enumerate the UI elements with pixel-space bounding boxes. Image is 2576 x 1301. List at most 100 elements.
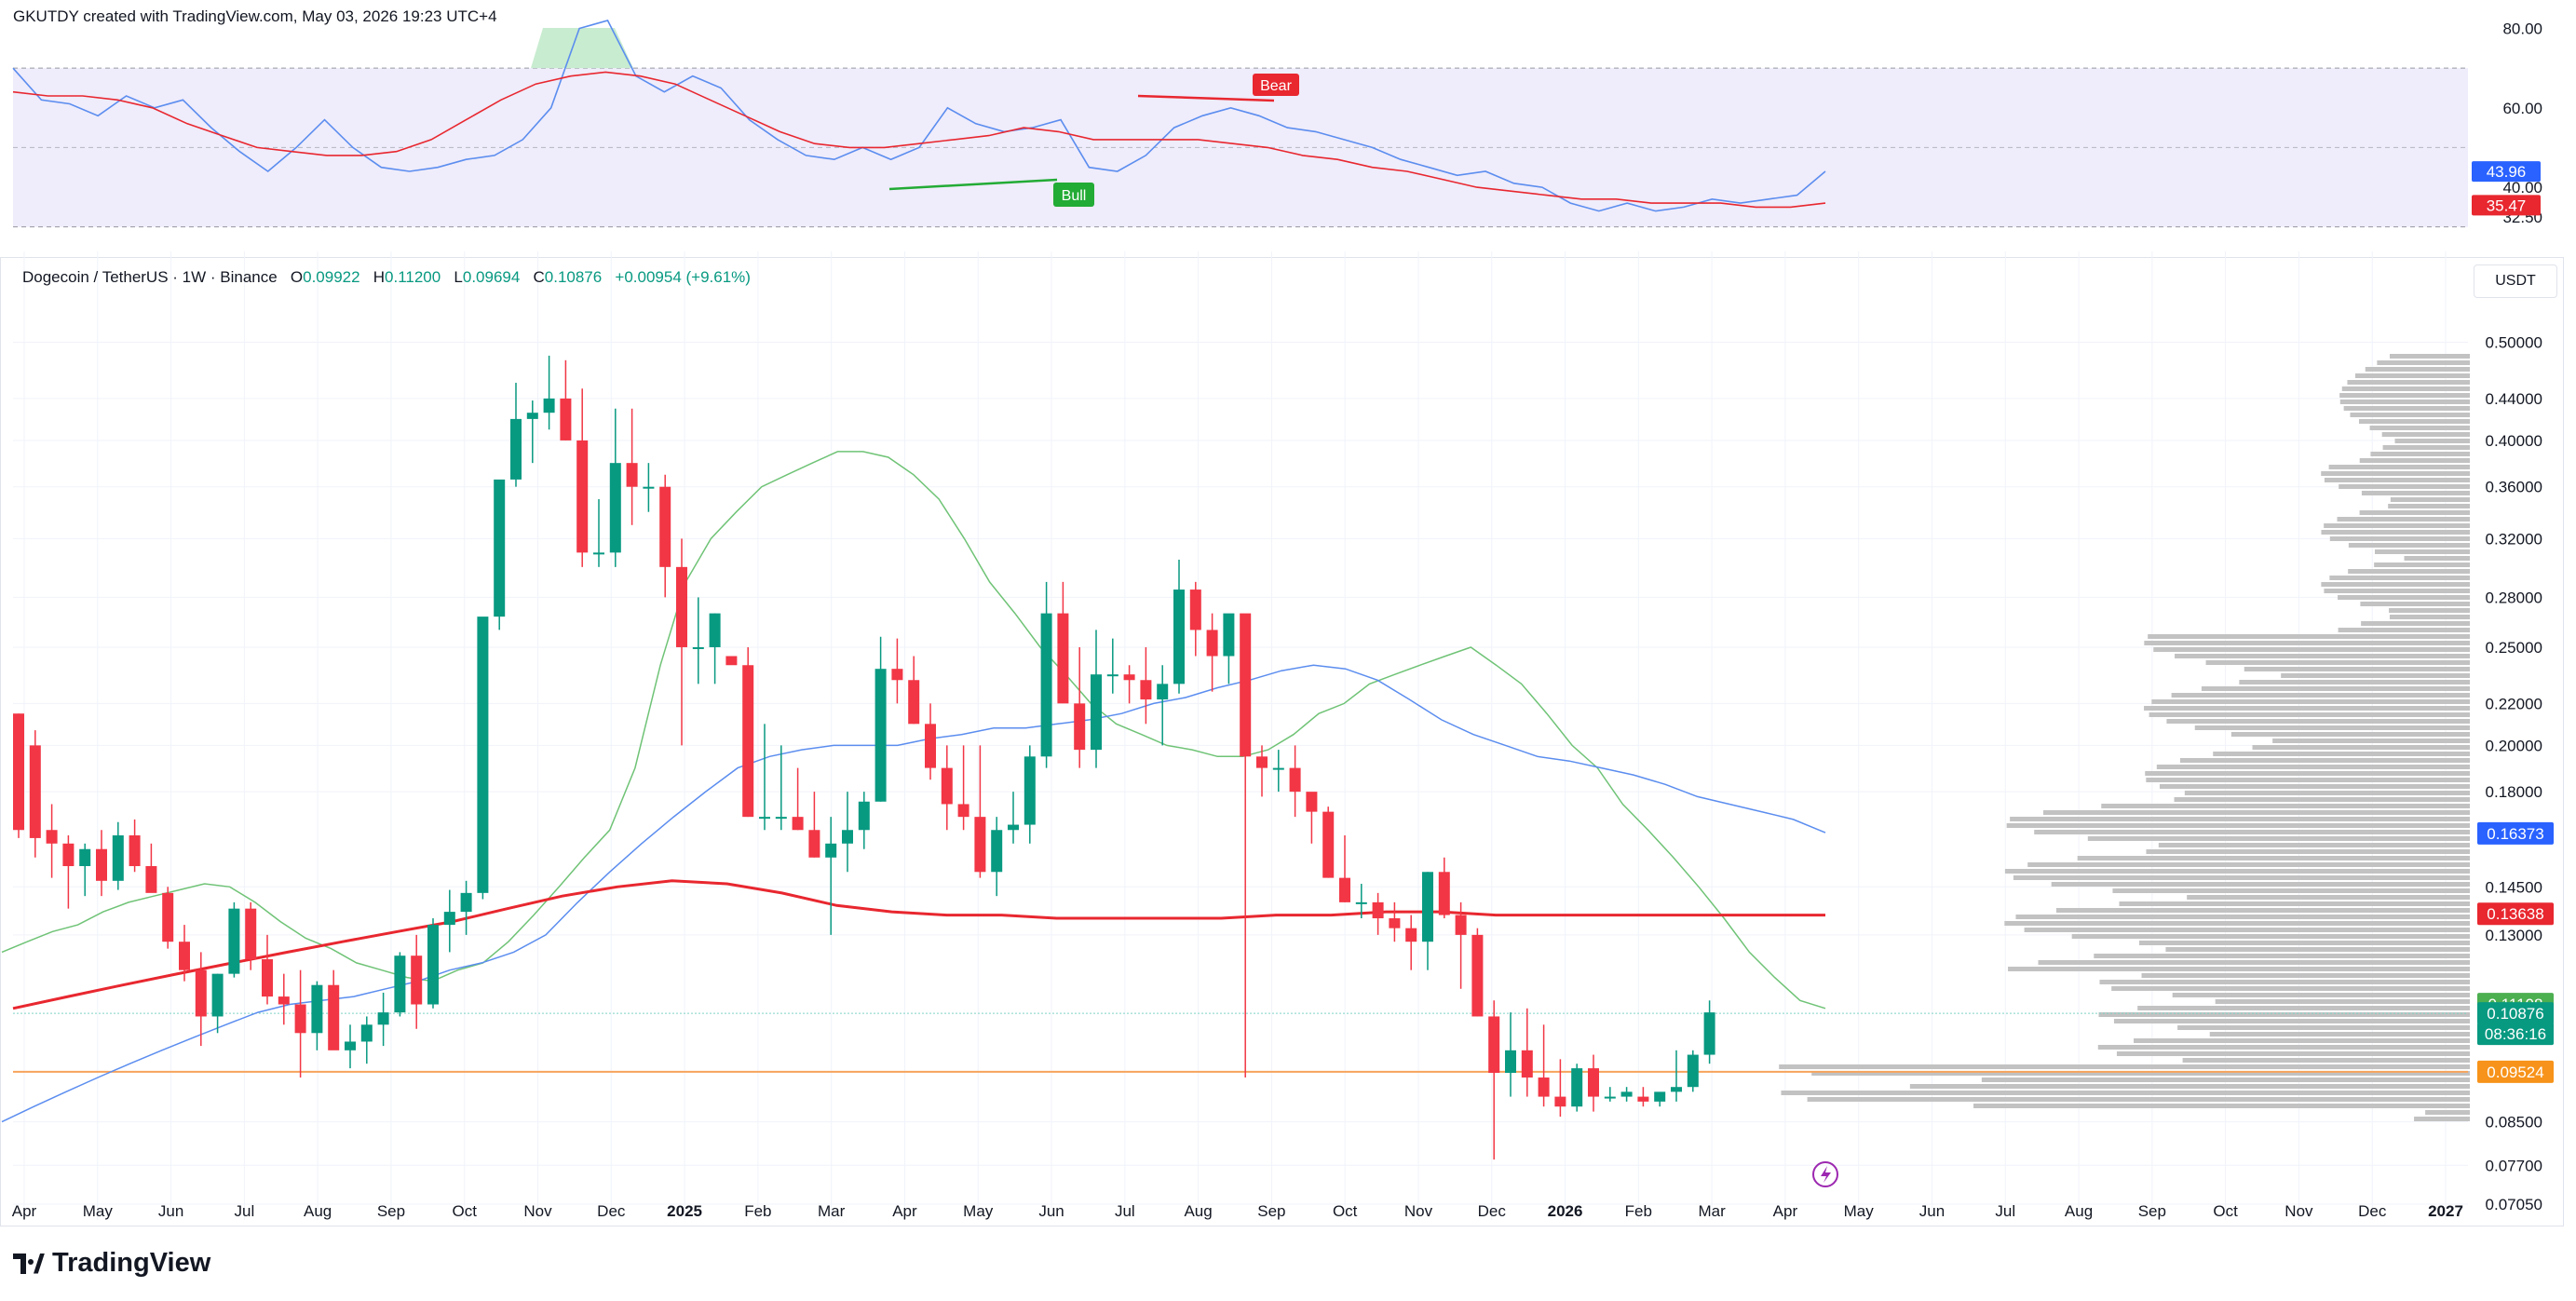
volume-profile-bar	[2359, 458, 2470, 463]
tradingview-logo-icon	[13, 1253, 45, 1274]
rsi-y-tick-label: 40.00	[2502, 179, 2542, 197]
candle-body	[775, 817, 787, 820]
rsi-value-label-bg	[2472, 161, 2541, 183]
candle-body	[311, 984, 323, 1034]
tradingview-logo[interactable]: TradingView	[13, 1248, 210, 1279]
volume-profile-bar	[2329, 576, 2470, 580]
volume-profile-bar	[2213, 752, 2470, 756]
volume-profile-bar	[2174, 797, 2470, 802]
chart-credit: GKUTDY created with TradingView.com, May…	[13, 7, 497, 25]
bull-label: Bull	[1062, 188, 1087, 204]
candle-body	[991, 830, 1003, 873]
candle-body	[29, 745, 41, 838]
volume-profile-bar	[2055, 908, 2470, 913]
volume-profile-bar	[2146, 778, 2470, 782]
candle-body	[1604, 1096, 1616, 1099]
volume-profile-bar	[2101, 804, 2470, 808]
volume-profile-bar	[2159, 784, 2470, 789]
candle-body	[1240, 613, 1252, 757]
x-tick-label: Nov	[523, 1202, 552, 1220]
volume-profile-bar	[2098, 1012, 2470, 1017]
x-tick-label: Jun	[1038, 1202, 1064, 1220]
volume-profile-bar	[2329, 536, 2470, 541]
volume-profile-bar	[2341, 386, 2470, 391]
x-tick-label: May	[83, 1202, 114, 1220]
candle-body	[659, 486, 671, 567]
volume-profile-bar	[2389, 354, 2470, 359]
volume-profile-bar	[2381, 432, 2470, 437]
candle-body	[427, 925, 439, 1005]
x-tick-label: May	[963, 1202, 994, 1220]
candle-body	[858, 801, 870, 831]
volume-profile-bar	[2374, 562, 2470, 567]
volume-profile-bar	[2071, 934, 2470, 939]
candle-body	[1505, 1050, 1516, 1074]
candle-body	[1521, 1050, 1533, 1078]
volume-profile-bar	[2010, 817, 2470, 821]
candle-body	[1106, 674, 1119, 677]
candle-body	[526, 413, 538, 419]
bull-divergence-line	[888, 178, 1058, 191]
candle-body	[1008, 824, 1019, 831]
candle-body	[79, 848, 91, 867]
y-tick-label: 0.44000	[2486, 390, 2542, 408]
y-tick-label: 0.18000	[2486, 783, 2542, 801]
x-tick-label: 2025	[667, 1202, 702, 1220]
price-pane[interactable]: Apr May Jun Jul Aug Sep Oct Nov Dec 2025 Feb Mar Apr…	[0, 0, 2576, 1239]
bear-divergence-line	[1137, 94, 1275, 102]
volume-profile-bar	[2339, 393, 2470, 398]
candle-body	[1687, 1054, 1699, 1088]
volume-profile-bar	[2006, 823, 2470, 828]
volume-profile-bar	[2350, 413, 2470, 417]
volume-profile-bar	[2113, 1019, 2470, 1023]
candle-body	[1554, 1096, 1566, 1107]
candle-body	[62, 843, 75, 867]
volume-profile-bar	[1973, 1104, 2470, 1108]
volume-profile-bar	[2145, 771, 2470, 776]
candle-body	[328, 984, 340, 1050]
high-label: H	[373, 268, 386, 286]
volume-profile-bar	[2139, 941, 2470, 945]
low-label: L	[454, 268, 463, 286]
rsi-value-label: 35.47	[2487, 197, 2527, 214]
price-label: 0.13638	[2487, 905, 2543, 923]
candle-body	[626, 463, 638, 487]
candle-body	[262, 959, 273, 997]
volume-profile-bar	[2272, 739, 2470, 743]
candle-body	[1355, 901, 1367, 904]
volume-profile-bar	[2097, 1045, 2470, 1050]
volume-profile-bar	[2338, 595, 2470, 600]
volume-profile-bar	[1981, 1077, 2470, 1082]
volume-profile-bar	[2148, 634, 2470, 639]
x-tick-label: Dec	[597, 1202, 626, 1220]
candle-body	[957, 804, 969, 818]
volume-profile-bar	[2388, 504, 2470, 508]
volume-profile-bar	[2141, 973, 2470, 978]
volume-profile-bar	[2171, 693, 2470, 698]
volume-profile-bar	[2156, 765, 2470, 769]
symbol-name: Dogecoin / TetherUS · 1W · Binance	[22, 268, 278, 286]
volume-profile-bar	[2179, 758, 2470, 763]
candle-body	[46, 830, 58, 844]
volume-profile-bar	[2244, 667, 2470, 671]
volume-profile-bar	[1807, 1097, 2470, 1102]
price-label-bg	[2477, 902, 2554, 926]
volume-profile-bar	[2051, 882, 2470, 887]
volume-profile-bar	[2389, 608, 2470, 613]
candle-body	[1040, 613, 1052, 757]
price-label: 0.09524	[2487, 1064, 2543, 1081]
volume-profile-bar	[2394, 439, 2470, 443]
currency-button[interactable]: USDT	[2474, 264, 2557, 298]
price-label-bg	[2477, 1060, 2554, 1083]
volume-profile-bar	[2149, 712, 2470, 717]
change-value: +0.00954 (+9.61%)	[615, 268, 751, 286]
candle-body	[1703, 1012, 1715, 1055]
x-tick-label: Jun	[158, 1202, 183, 1220]
candle-body	[477, 617, 489, 893]
candle-body	[1206, 630, 1218, 657]
x-tick-label: May	[1844, 1202, 1875, 1220]
lightning-icon[interactable]	[1812, 1161, 1838, 1187]
volume-profile-bar	[2004, 869, 2470, 874]
